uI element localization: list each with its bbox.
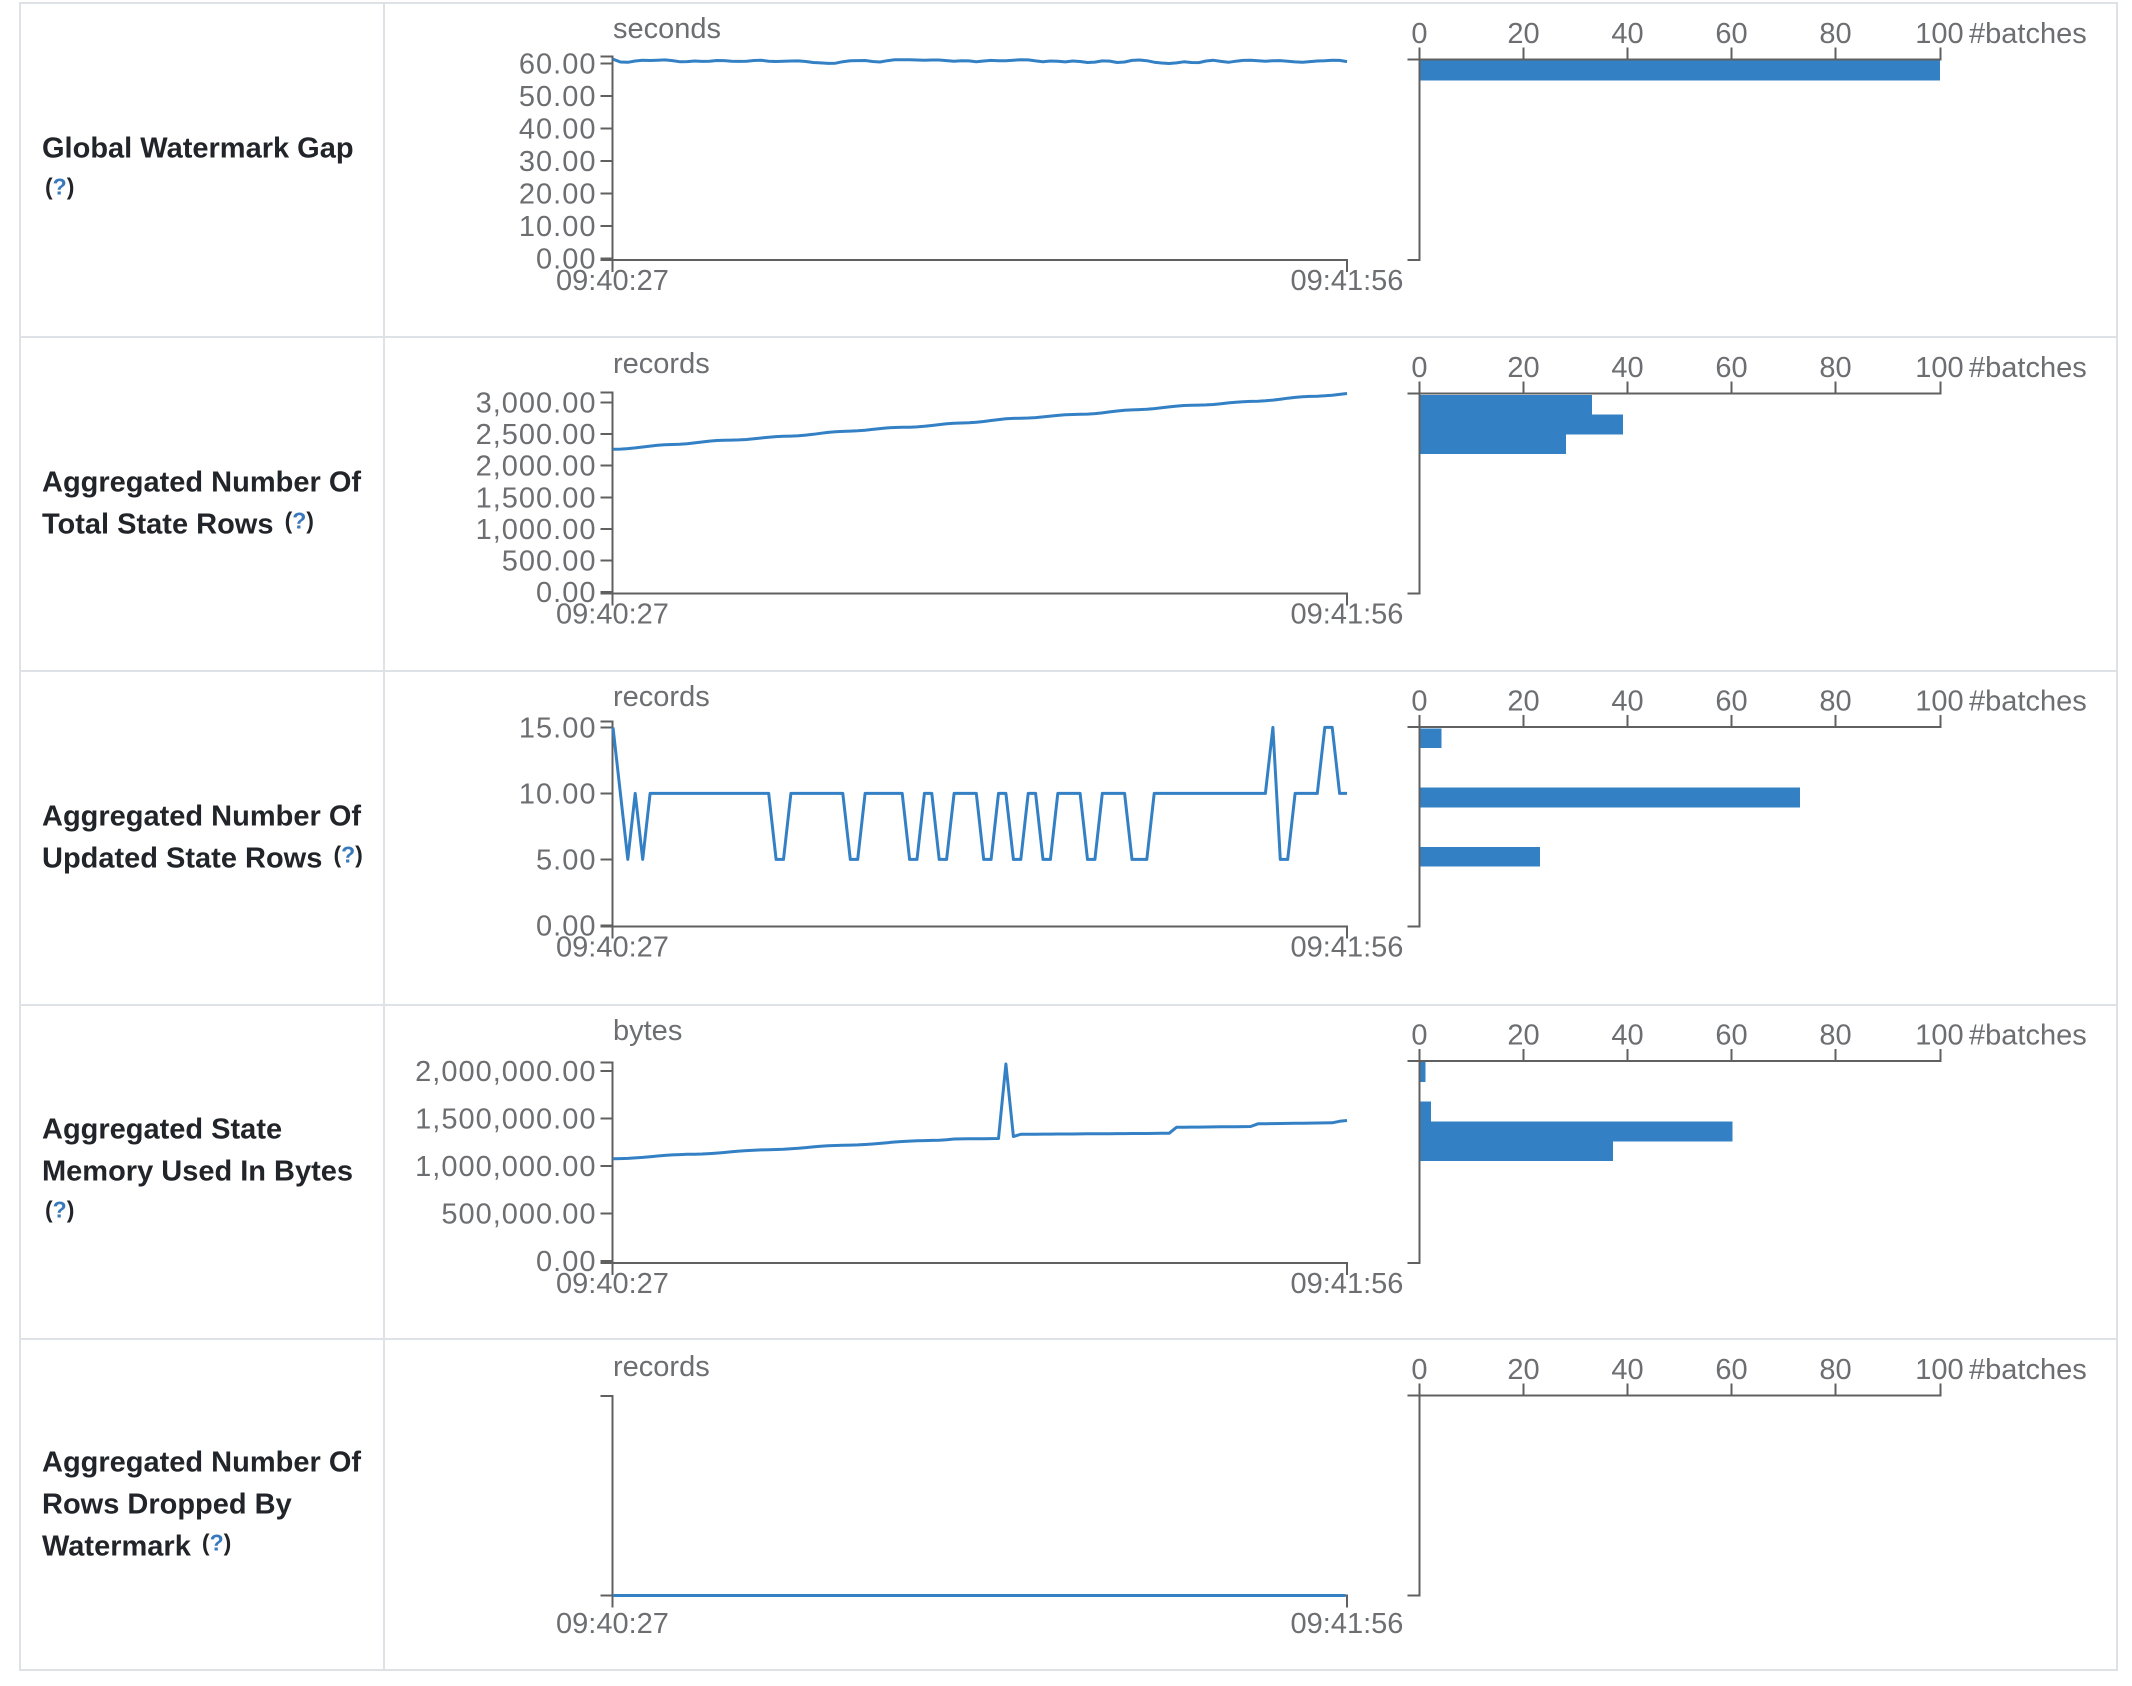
svg-text:40: 40 — [1611, 18, 1643, 50]
svg-text:09:40:27: 09:40:27 — [556, 599, 669, 631]
svg-text:15.00: 15.00 — [519, 712, 597, 744]
svg-text:10.00: 10.00 — [519, 211, 597, 243]
svg-text:2,000.00: 2,000.00 — [476, 451, 597, 483]
svg-text:40: 40 — [1611, 1354, 1643, 1386]
svg-text:0: 0 — [1411, 686, 1427, 718]
svg-text:1,000.00: 1,000.00 — [476, 514, 597, 546]
svg-text:60: 60 — [1715, 352, 1747, 384]
svg-text:1,000,000.00: 1,000,000.00 — [415, 1151, 596, 1183]
svg-text:1,500,000.00: 1,500,000.00 — [415, 1103, 596, 1135]
svg-text:20: 20 — [1507, 18, 1539, 50]
svg-text:10.00: 10.00 — [519, 778, 597, 810]
svg-text:20: 20 — [1507, 1020, 1539, 1052]
svg-text:20: 20 — [1507, 352, 1539, 384]
svg-text:60: 60 — [1715, 18, 1747, 50]
svg-text:bytes: bytes — [613, 1015, 682, 1047]
svg-text:100: 100 — [1915, 18, 1963, 50]
svg-text:40: 40 — [1611, 686, 1643, 718]
svg-text:0.00: 0.00 — [536, 244, 596, 276]
svg-text:09:40:27: 09:40:27 — [556, 265, 669, 297]
svg-text:#batches: #batches — [1969, 1020, 2087, 1052]
svg-text:0: 0 — [1411, 1020, 1427, 1052]
svg-text:100: 100 — [1915, 686, 1963, 718]
svg-text:60.00: 60.00 — [519, 49, 597, 81]
svg-text:1,500.00: 1,500.00 — [476, 482, 597, 514]
svg-text:80: 80 — [1819, 352, 1851, 384]
svg-text:20: 20 — [1507, 686, 1539, 718]
svg-text:2,000,000.00: 2,000,000.00 — [415, 1056, 596, 1088]
svg-text:5.00: 5.00 — [536, 844, 596, 876]
svg-text:09:40:27: 09:40:27 — [556, 1268, 669, 1300]
svg-text:100: 100 — [1915, 1354, 1963, 1386]
svg-text:80: 80 — [1819, 686, 1851, 718]
svg-text:0.00: 0.00 — [536, 910, 596, 942]
svg-text:09:41:56: 09:41:56 — [1291, 599, 1404, 631]
svg-text:09:40:27: 09:40:27 — [556, 1608, 669, 1640]
svg-text:40.00: 40.00 — [519, 114, 597, 146]
svg-text:#batches: #batches — [1969, 352, 2087, 384]
svg-text:60: 60 — [1715, 1354, 1747, 1386]
svg-text:80: 80 — [1819, 1020, 1851, 1052]
svg-text:30.00: 30.00 — [519, 146, 597, 178]
svg-text:09:41:56: 09:41:56 — [1291, 1608, 1404, 1640]
svg-text:09:41:56: 09:41:56 — [1291, 265, 1404, 297]
svg-text:500.00: 500.00 — [502, 546, 597, 578]
svg-text:100: 100 — [1915, 1020, 1963, 1052]
svg-text:records: records — [613, 681, 710, 713]
svg-text:50.00: 50.00 — [519, 81, 597, 113]
svg-text:0: 0 — [1411, 1354, 1427, 1386]
svg-text:80: 80 — [1819, 18, 1851, 50]
svg-text:60: 60 — [1715, 1020, 1747, 1052]
svg-text:0: 0 — [1411, 18, 1427, 50]
svg-text:40: 40 — [1611, 1020, 1643, 1052]
svg-text:100: 100 — [1915, 352, 1963, 384]
svg-text:09:41:56: 09:41:56 — [1291, 1268, 1404, 1300]
svg-text:#batches: #batches — [1969, 1354, 2087, 1386]
svg-text:09:41:56: 09:41:56 — [1291, 932, 1404, 964]
svg-text:2,500.00: 2,500.00 — [476, 419, 597, 451]
svg-text:09:40:27: 09:40:27 — [556, 932, 669, 964]
svg-text:seconds: seconds — [613, 13, 721, 45]
svg-text:60: 60 — [1715, 686, 1747, 718]
svg-text:records: records — [613, 348, 710, 380]
svg-text:20: 20 — [1507, 1354, 1539, 1386]
svg-text:#batches: #batches — [1969, 18, 2087, 50]
svg-text:0: 0 — [1411, 352, 1427, 384]
svg-text:3,000.00: 3,000.00 — [476, 388, 597, 420]
svg-text:20.00: 20.00 — [519, 179, 597, 211]
svg-text:40: 40 — [1611, 352, 1643, 384]
svg-text:80: 80 — [1819, 1354, 1851, 1386]
svg-text:#batches: #batches — [1969, 686, 2087, 718]
svg-text:0.00: 0.00 — [536, 1246, 596, 1278]
svg-text:records: records — [613, 1351, 710, 1383]
svg-text:500,000.00: 500,000.00 — [441, 1199, 596, 1231]
svg-text:0.00: 0.00 — [536, 577, 596, 609]
